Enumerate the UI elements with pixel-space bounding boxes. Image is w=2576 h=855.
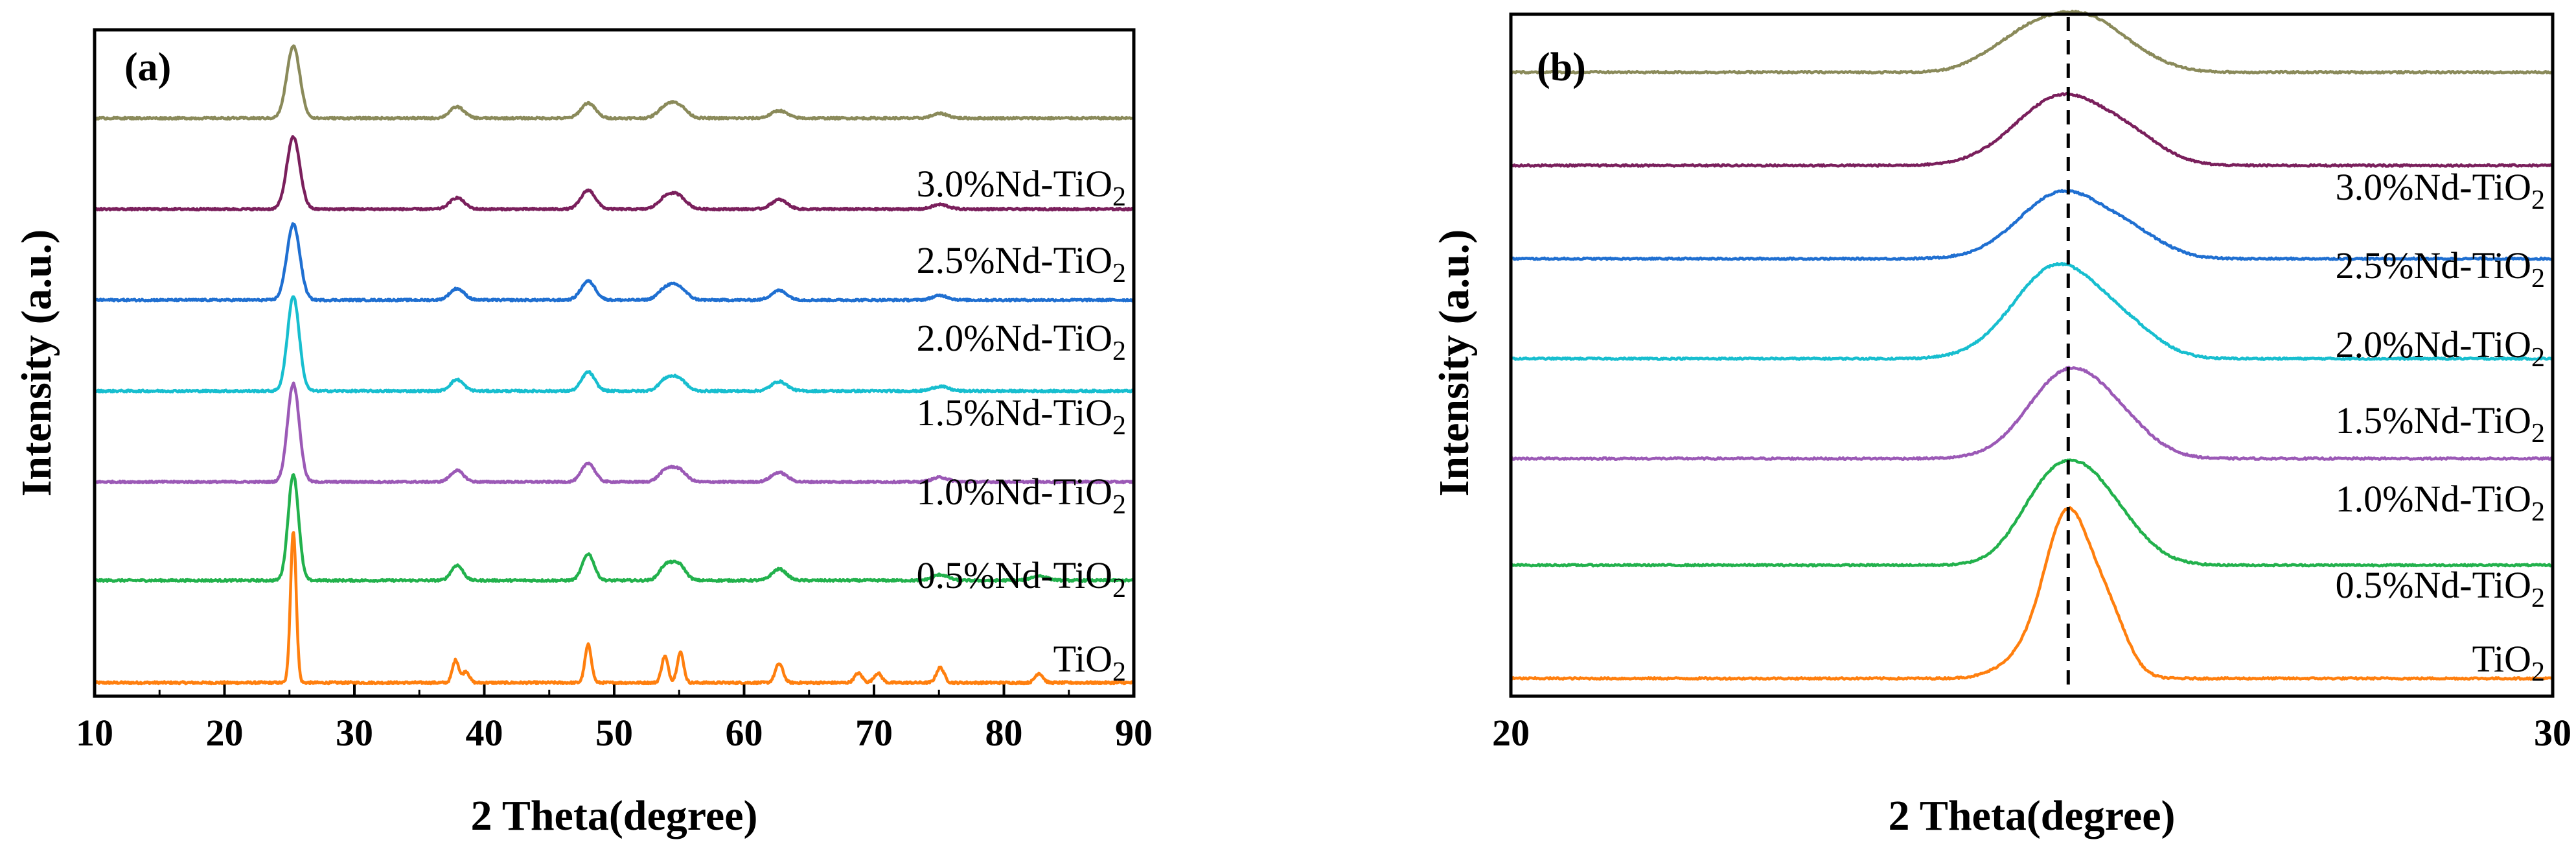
- panel-a-x-tick-label-6: 70: [855, 712, 893, 754]
- panel-b-x-axis-label: 2 Theta(degree): [1889, 792, 2176, 839]
- panel-a-xrd-full-range: 10 20 30 40 50 60 70 80 90 TiO2 0.5%Nd-TiO2 1.0%Nd…: [13, 28, 1153, 839]
- panel-b-series-line-5: [1510, 92, 2554, 168]
- panel-a-series-line-0: [93, 531, 1135, 686]
- panel-b-series-line-3: [1510, 261, 2554, 361]
- panel-b-x-tick-label-1: 30: [2534, 712, 2571, 754]
- panel-a-x-axis-label: 2 Theta(degree): [471, 792, 758, 839]
- panel-b-series-label-4: 2.0%Nd-TiO2: [2336, 323, 2545, 373]
- panel-a-series-label-3: 1.5%Nd-TiO2: [917, 392, 1126, 441]
- panel-b-frame: [1509, 12, 2555, 698]
- panel-a-series-label-5: 2.5%Nd-TiO2: [917, 239, 1126, 288]
- panel-b-series-label-6: 3.0%Nd-TiO2: [2336, 166, 2545, 215]
- panel-a-series-label-0: TiO2: [1053, 638, 1126, 687]
- panel-a-series-line-2: [93, 381, 1135, 485]
- panel-a-series-line-1: [93, 473, 1135, 583]
- panel-a-x-tick-label-8: 90: [1115, 712, 1153, 754]
- panel-a-series-label-1: 0.5%Nd-TiO2: [917, 554, 1126, 603]
- panel-b-series-label-0: TiO2: [2472, 638, 2545, 687]
- panel-b-series-line-0: [1510, 506, 2553, 681]
- panel-b-series-label-1: 0.5%Nd-TiO2: [2336, 564, 2545, 613]
- panel-a-x-tick-label-5: 60: [726, 712, 763, 754]
- panel-a-x-tick-label-7: 80: [985, 712, 1023, 754]
- panel-b-series-labels: TiO2 0.5%Nd-TiO2 1.0%Nd-TiO2 1.5%Nd-TiO2 2.0…: [2336, 166, 2545, 687]
- panel-b-tag: (b): [1537, 45, 1586, 89]
- panel-b-series-label-5: 2.5%Nd-TiO2: [2336, 244, 2545, 294]
- panel-a-series-line-3: [93, 295, 1135, 393]
- panel-a-series-labels: TiO2 0.5%Nd-TiO2 1.0%Nd-TiO2 1.5%Nd-TiO2 2.0…: [917, 163, 1126, 687]
- panel-b-y-axis-label: Intensity (a.u.): [1431, 229, 1478, 497]
- panel-a-x-ticks: 10 20 30 40 50 60 70 80 90: [76, 685, 1153, 754]
- panel-a-series-group: [93, 44, 1135, 686]
- panel-a-series-line-6: [93, 44, 1135, 121]
- panel-b-x-tick-label-0: 20: [1492, 712, 1530, 754]
- panel-b-series-line-6: [1510, 9, 2553, 75]
- panel-b-x-ticks: 20 30: [1492, 685, 2571, 754]
- panel-a-tag: (a): [124, 45, 171, 89]
- panel-b-xrd-zoom: 20 30 TiO20.5%Nd-TiO21.0%Nd-TiO21.5%Nd-Ti…: [1431, 9, 2571, 839]
- panel-b-series-label-2: 1.0%Nd-TiO2: [2336, 478, 2545, 527]
- panel-a-x-tick-label-1: 20: [206, 712, 244, 754]
- panel-a-series-label-2: 1.0%Nd-TiO2: [917, 471, 1126, 520]
- panel-a-y-axis-label: Intensity (a.u.): [13, 229, 60, 497]
- panel-b-series-line-1: [1510, 458, 2554, 568]
- panel-b-series-line-4: [1510, 189, 2553, 261]
- panel-a-series-label-4: 2.0%Nd-TiO2: [917, 317, 1126, 366]
- panel-a-series-label-6: 3.0%Nd-TiO2: [917, 163, 1126, 212]
- panel-b-series-label-3: 1.5%Nd-TiO2: [2336, 399, 2545, 449]
- panel-a-x-tick-label-2: 30: [336, 712, 373, 754]
- panel-b-series-line-2: [1510, 366, 2553, 461]
- panel-a-x-tick-label-0: 10: [76, 712, 113, 754]
- panel-b-series-group: [1510, 9, 2554, 681]
- panel-a-x-tick-label-3: 40: [466, 712, 503, 754]
- panel-a-x-tick-label-4: 50: [595, 712, 633, 754]
- panel-a-series-line-4: [93, 222, 1135, 303]
- panel-a-series-line-5: [93, 135, 1135, 212]
